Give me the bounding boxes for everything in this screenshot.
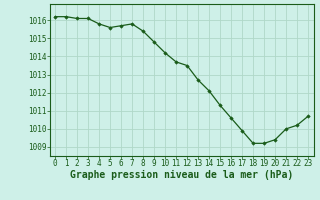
X-axis label: Graphe pression niveau de la mer (hPa): Graphe pression niveau de la mer (hPa)	[70, 170, 293, 180]
